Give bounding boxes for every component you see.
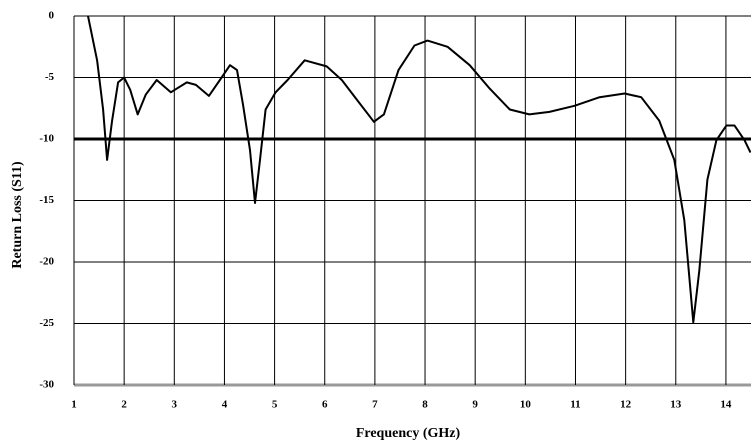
x-tick-label: 13 (670, 399, 682, 411)
x-tick-label: 8 (422, 399, 428, 411)
x-tick-label: 7 (372, 399, 378, 411)
x-tick-label: 10 (520, 399, 532, 411)
x-tick-label: 2 (121, 399, 127, 411)
x-tick-label: 9 (472, 399, 478, 411)
x-tick-label: 3 (172, 399, 178, 411)
y-tick-label: -10 (39, 133, 54, 145)
x-tick-label: 5 (272, 399, 278, 411)
x-tick-label: 6 (322, 399, 328, 411)
y-tick-label: -25 (39, 317, 54, 329)
y-tick-label: -5 (45, 71, 55, 83)
y-axis-title: Return Loss (S11) (10, 161, 25, 269)
x-tick-label: 1 (71, 399, 77, 411)
x-tick-label: 12 (620, 399, 632, 411)
data-line (87, 15, 751, 324)
y-tick-label: 0 (49, 10, 55, 22)
x-tick-label: 4 (222, 399, 228, 411)
x-tick-label: 14 (720, 399, 732, 411)
x-tick-label: 11 (570, 399, 580, 411)
y-tick-label: -30 (39, 379, 54, 391)
y-tick-label: -20 (39, 256, 54, 268)
y-tick-label: -15 (39, 194, 54, 206)
x-axis-title: Frequency (GHz) (356, 426, 461, 441)
